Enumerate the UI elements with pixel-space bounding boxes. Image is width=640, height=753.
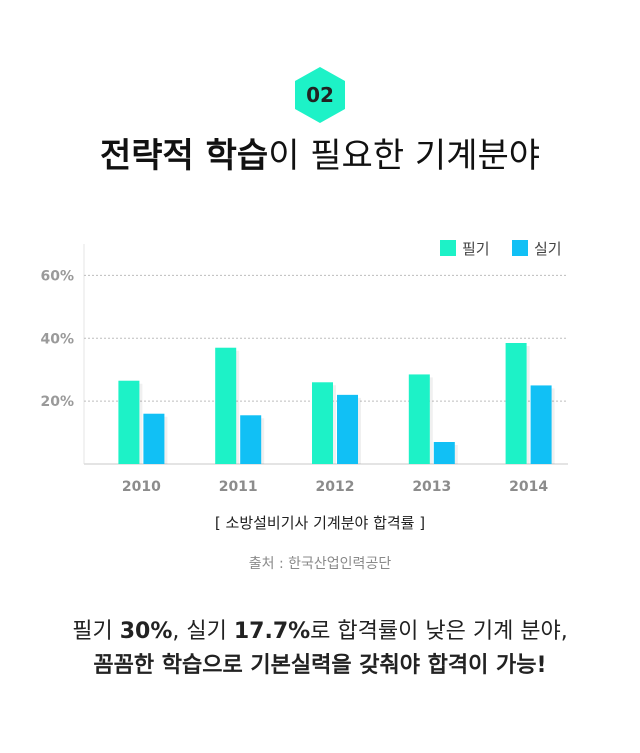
step-number: 02: [306, 83, 334, 107]
legend-label: 필기: [462, 240, 490, 258]
y-tick-label: 60%: [40, 268, 74, 284]
bar-written: [118, 380, 140, 464]
page-title: 전략적 학습이 필요한 기계분야: [0, 132, 640, 180]
step-badge: 02: [290, 65, 350, 125]
pass-rate-chart: 20% 40% 60% 2010 2011 2012 2013 2014 필기 실기: [40, 240, 568, 495]
bar-written: [505, 343, 527, 464]
bar-practical: [240, 415, 262, 464]
x-tick-label: 2014: [509, 479, 548, 495]
summary-part: 필기: [72, 619, 120, 644]
chart-caption: [ 소방설비기사 기계분야 합격률 ]: [214, 514, 426, 532]
bar-practical: [337, 394, 358, 464]
x-tick-label: 2010: [122, 479, 161, 495]
title-bold-part: 전략적 학습: [99, 136, 269, 176]
bar-written: [312, 382, 333, 464]
x-tick-label: 2012: [316, 479, 355, 495]
bar-practical: [530, 385, 552, 464]
summary-highlight: 30%: [119, 619, 173, 644]
summary-text: 필기 30%, 실기 17.7%로 합격률이 낮은 기계 분야, 꼼꼼한 학습으…: [0, 615, 640, 683]
y-tick-label: 40%: [40, 331, 74, 347]
x-tick-label: 2011: [219, 479, 258, 495]
hexagon-icon: [295, 67, 345, 123]
summary-part: 로 합격률이 낮은 기계 분야,: [310, 619, 568, 644]
legend-label: 실기: [534, 240, 562, 258]
bar-written: [215, 347, 237, 464]
chart-source: 출처 : 한국산업인력공단: [248, 556, 392, 572]
summary-line-1: 필기 30%, 실기 17.7%로 합격률이 낮은 기계 분야,: [0, 615, 640, 649]
legend-swatch: [440, 240, 456, 256]
legend-swatch: [512, 240, 528, 256]
y-tick-label: 20%: [40, 394, 74, 410]
x-tick-label: 2013: [412, 479, 451, 495]
bar-practical: [433, 442, 455, 464]
bar-written: [408, 374, 430, 464]
summary-part: , 실기: [172, 619, 234, 644]
bar-practical: [143, 413, 165, 464]
title-light-part: 이 필요한 기계분야: [268, 136, 541, 176]
summary-highlight: 17.7%: [233, 619, 311, 644]
summary-line-2: 꼼꼼한 학습으로 기본실력을 갖춰야 합격이 가능!: [93, 653, 547, 678]
